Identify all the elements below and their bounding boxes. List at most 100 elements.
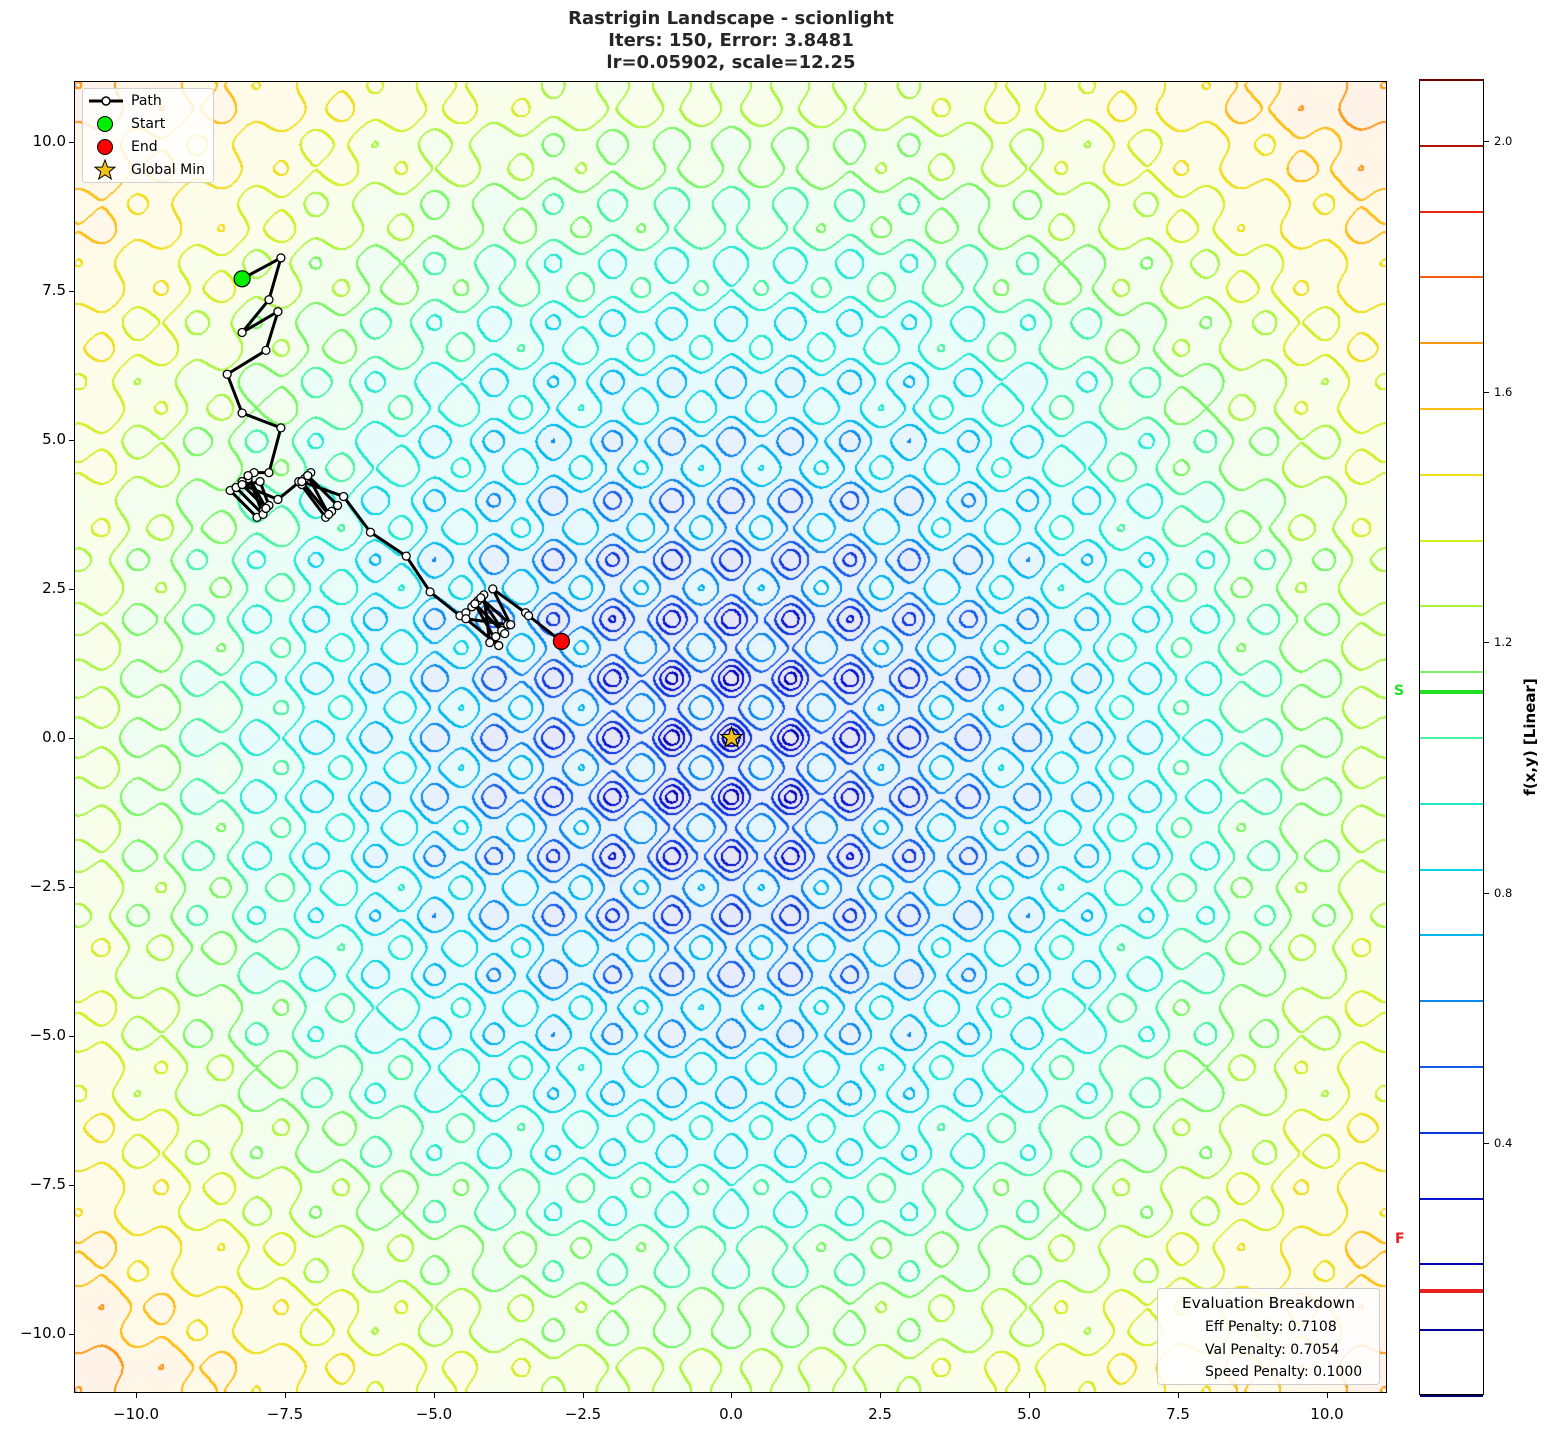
colorbar-level-line <box>1420 144 1483 147</box>
end-marker <box>552 632 571 650</box>
global-min-star-icon <box>719 725 744 749</box>
path-point <box>261 503 271 514</box>
path-point <box>243 470 253 481</box>
path-point <box>303 470 313 481</box>
y-tickmark <box>69 1334 74 1335</box>
y-tick-label: −5.0 <box>29 1026 66 1044</box>
x-tick-label: −2.5 <box>564 1405 602 1423</box>
path-point <box>237 479 247 490</box>
colorbar-level-line <box>1420 802 1483 805</box>
y-tick-label: 10.0 <box>32 132 66 150</box>
colorbar-level-line <box>1420 276 1483 279</box>
legend-item-start: Start <box>83 113 165 135</box>
start-marker <box>233 270 251 288</box>
legend-label: Start <box>131 116 166 132</box>
x-tick-label: 10.0 <box>1310 1405 1344 1423</box>
y-tick-label: −10.0 <box>20 1324 66 1342</box>
colorbar-level-line <box>1420 539 1483 542</box>
path-line-icon <box>83 90 127 112</box>
y-tick-label: 0.0 <box>42 728 66 746</box>
colorbar-level-line <box>1420 1395 1483 1397</box>
speed-penalty: Speed Penalty: 0.1000 <box>1205 1364 1363 1380</box>
path-point <box>365 527 376 537</box>
path-point <box>222 369 232 379</box>
y-tickmark <box>69 887 74 888</box>
path-point <box>476 593 486 603</box>
colorbar-level-line <box>1420 868 1483 871</box>
colorbar-start-marker: S <box>1394 683 1405 699</box>
x-tickmark <box>1178 1393 1179 1398</box>
x-tick-label: −10.0 <box>113 1405 159 1423</box>
path-point <box>264 467 274 478</box>
title-line-3: lr=0.05902, scale=12.25 <box>606 52 856 73</box>
colorbar-tick-label: 0.4 <box>1494 1136 1513 1150</box>
path-point <box>323 509 334 520</box>
y-tickmark <box>69 1036 74 1037</box>
colorbar-label: f(x,y) [Linear] <box>1521 678 1539 796</box>
y-tickmark <box>69 589 74 590</box>
colorbar-tick: 0.8 <box>1484 886 1512 900</box>
y-tick-label: −2.5 <box>29 877 66 895</box>
path-point <box>273 494 283 505</box>
x-tickmark <box>880 1393 881 1398</box>
y-tick-label: 7.5 <box>42 281 66 299</box>
y-tick-label: −7.5 <box>29 1175 66 1193</box>
colorbar-level-line <box>1420 605 1483 608</box>
y-tickmark <box>69 1185 74 1186</box>
path-point <box>488 584 498 594</box>
colorbar <box>1419 79 1484 1397</box>
x-tickmark <box>434 1393 435 1398</box>
colorbar-tick: 1.2 <box>1484 635 1512 649</box>
y-tickmark <box>69 291 74 292</box>
path-point <box>276 423 286 433</box>
x-tick-label: 5.0 <box>1017 1405 1041 1423</box>
colorbar-tick: 0.4 <box>1484 1136 1512 1150</box>
colorbar-level-line <box>1420 934 1483 937</box>
val-penalty: Val Penalty: 0.7054 <box>1205 1342 1340 1358</box>
legend: Path Start End Global Min <box>82 88 214 183</box>
path-point <box>494 640 504 651</box>
x-tick-label: 2.5 <box>868 1405 892 1423</box>
path-point <box>425 587 435 597</box>
path-point <box>255 476 265 487</box>
colorbar-tick-label: 1.6 <box>1494 385 1513 399</box>
colorbar-tick-label: 2.0 <box>1494 134 1513 148</box>
path-point <box>237 408 247 418</box>
path-point <box>491 631 501 642</box>
legend-label: End <box>131 139 158 155</box>
path-point <box>461 614 471 624</box>
path-point <box>401 551 411 561</box>
x-tickmark <box>285 1393 286 1398</box>
path-point <box>506 620 516 630</box>
x-tick-label: −7.5 <box>266 1405 304 1423</box>
colorbar-level-line <box>1420 210 1483 213</box>
path-point <box>276 253 286 263</box>
colorbar-level-line <box>1420 342 1483 345</box>
legend-item-path: Path <box>83 90 162 112</box>
path-point <box>297 476 307 487</box>
chart-title: Rastrigin Landscape - scionlight Iters: … <box>0 8 1462 74</box>
evaluation-title: Evaluation Breakdown <box>1181 1294 1356 1312</box>
legend-item-global-min: Global Min <box>83 158 205 181</box>
end-circle-icon <box>83 136 127 158</box>
colorbar-level-line <box>1420 671 1483 674</box>
colorbar-level-line <box>1420 1131 1483 1134</box>
legend-item-end: End <box>83 136 158 158</box>
y-tick-label: 2.5 <box>42 579 66 597</box>
x-tick-label: −5.0 <box>415 1405 453 1423</box>
path-point <box>500 628 510 639</box>
x-tickmark <box>583 1393 584 1398</box>
colorbar-tick: 1.6 <box>1484 385 1512 399</box>
path-point <box>237 327 247 338</box>
y-tickmark <box>69 738 74 739</box>
path-point <box>470 599 480 609</box>
star-icon <box>83 158 127 181</box>
title-line-2: Iters: 150, Error: 3.8481 <box>608 30 854 51</box>
x-tickmark <box>1029 1393 1030 1398</box>
colorbar-tick-label: 1.2 <box>1494 635 1513 649</box>
path-point <box>264 295 274 305</box>
legend-label: Path <box>131 93 162 109</box>
colorbar-final-marker: F <box>1395 1231 1405 1247</box>
path-point <box>338 491 349 502</box>
colorbar-level-line <box>1420 408 1483 410</box>
